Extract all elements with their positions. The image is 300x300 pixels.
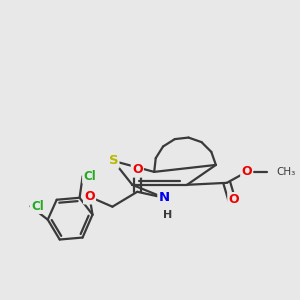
Text: O: O [84,190,95,203]
Text: O: O [242,165,252,178]
Text: O: O [132,164,142,176]
Text: O: O [229,193,239,206]
Text: H: H [163,210,172,220]
Text: CH₃: CH₃ [277,167,296,177]
Text: Cl: Cl [31,200,44,213]
Text: N: N [159,191,170,204]
Text: Cl: Cl [83,169,96,183]
Text: S: S [109,154,118,167]
